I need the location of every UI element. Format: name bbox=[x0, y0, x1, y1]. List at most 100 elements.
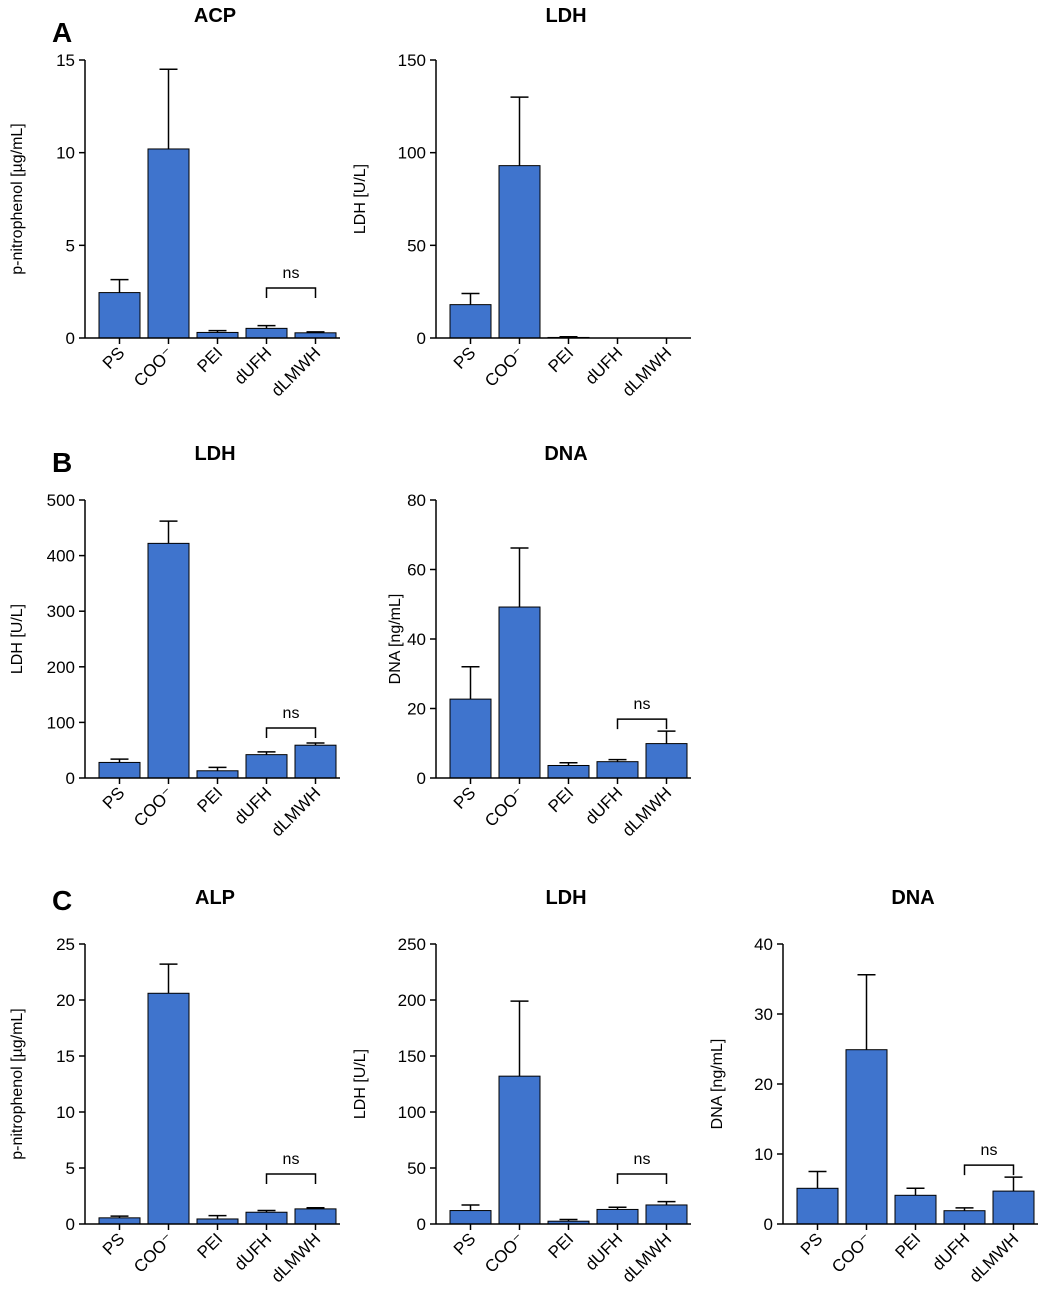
y-axis-label: p-nitrophenol [µg/mL] bbox=[9, 1008, 26, 1160]
category-label: PEI bbox=[545, 343, 578, 376]
bar-4 bbox=[943, 1210, 986, 1225]
y-axis-label: DNA [ng/mL] bbox=[709, 1039, 726, 1130]
bar-3 bbox=[196, 331, 239, 339]
bar-4 bbox=[245, 1211, 288, 1225]
chart-title: ALP bbox=[195, 887, 235, 909]
significance-label: ns bbox=[981, 1142, 998, 1159]
category-label: PEI bbox=[545, 1229, 578, 1262]
significance-bracket bbox=[616, 718, 668, 730]
y-tick-label: 0 bbox=[66, 329, 75, 348]
category-label: dUFH bbox=[230, 343, 275, 388]
bar-2 bbox=[147, 992, 190, 1225]
significance-bracket bbox=[265, 287, 317, 298]
bar-1 bbox=[796, 1187, 839, 1225]
chart-title: LDH bbox=[545, 887, 586, 909]
category-label: dLMWH bbox=[618, 343, 675, 400]
category-label: dUFH bbox=[581, 783, 626, 828]
y-tick-label: 10 bbox=[56, 144, 75, 163]
significance-label: ns bbox=[283, 1151, 300, 1168]
y-tick-label: 40 bbox=[754, 935, 773, 954]
category-label: dLMWH bbox=[965, 1229, 1022, 1286]
y-tick-label: 500 bbox=[47, 491, 75, 510]
y-tick-label: 100 bbox=[47, 713, 75, 732]
bar-1 bbox=[449, 1210, 492, 1225]
category-label: dUFH bbox=[581, 343, 626, 388]
y-tick-label: 0 bbox=[417, 329, 426, 348]
y-tick-label: 150 bbox=[398, 51, 426, 70]
category-label: PS bbox=[99, 1229, 128, 1258]
bar-3 bbox=[196, 770, 239, 779]
y-tick-label: 50 bbox=[407, 1159, 426, 1178]
bar-5 bbox=[294, 744, 337, 779]
bar-5 bbox=[992, 1190, 1035, 1225]
category-label: PS bbox=[99, 343, 128, 372]
bar-2 bbox=[498, 606, 541, 779]
significance-label: ns bbox=[283, 265, 300, 282]
y-axis-label: LDH [U/L] bbox=[9, 604, 26, 674]
bar-2 bbox=[498, 165, 541, 339]
y-tick-label: 300 bbox=[47, 602, 75, 621]
category-label: PS bbox=[450, 783, 479, 812]
chart-title: LDH bbox=[545, 5, 586, 27]
bar-1 bbox=[98, 292, 141, 339]
category-label: PEI bbox=[545, 783, 578, 816]
bar-2 bbox=[147, 148, 190, 339]
y-tick-label: 60 bbox=[407, 561, 426, 580]
y-tick-label: 200 bbox=[47, 658, 75, 677]
category-label: COO⁻ bbox=[130, 1229, 177, 1276]
category-label: dUFH bbox=[230, 783, 275, 828]
chart-title: DNA bbox=[891, 887, 934, 909]
category-label: PEI bbox=[194, 343, 227, 376]
bar-1 bbox=[98, 761, 141, 779]
bar-3 bbox=[547, 764, 590, 779]
bar-1 bbox=[449, 698, 492, 779]
category-label: PS bbox=[450, 1229, 479, 1258]
y-tick-label: 40 bbox=[407, 630, 426, 649]
y-tick-label: 15 bbox=[56, 1047, 75, 1066]
bar-5 bbox=[645, 743, 688, 779]
bar-4 bbox=[596, 761, 639, 779]
bar-4 bbox=[596, 1208, 639, 1225]
y-tick-label: 150 bbox=[398, 1047, 426, 1066]
significance-label: ns bbox=[634, 1151, 651, 1168]
y-tick-label: 250 bbox=[398, 935, 426, 954]
category-label: COO⁻ bbox=[481, 1229, 528, 1276]
y-tick-label: 5 bbox=[66, 1159, 75, 1178]
chart-6: LDH LDH [U/L] 0 50 100 150 200 250 PS COO⁻ PEI dUFH… bbox=[352, 887, 691, 1286]
y-tick-label: 0 bbox=[417, 769, 426, 788]
y-tick-label: 80 bbox=[407, 491, 426, 510]
y-tick-label: 100 bbox=[398, 144, 426, 163]
y-tick-label: 10 bbox=[754, 1145, 773, 1164]
y-axis-label: DNA [ng/mL] bbox=[387, 594, 404, 685]
category-label: COO⁻ bbox=[481, 783, 528, 830]
category-label: COO⁻ bbox=[130, 343, 177, 390]
bar-4 bbox=[245, 754, 288, 779]
y-tick-label: 400 bbox=[47, 547, 75, 566]
chart-4: DNA DNA [ng/mL] 0 20 40 60 80 PS COO⁻ PEI dUFHdLMW… bbox=[387, 443, 691, 840]
bar-1 bbox=[449, 304, 492, 339]
significance-bracket bbox=[963, 1164, 1015, 1176]
y-tick-label: 20 bbox=[56, 991, 75, 1010]
category-label: dUFH bbox=[928, 1229, 973, 1274]
panel-letter-c: C bbox=[52, 885, 72, 916]
y-axis-label: LDH [U/L] bbox=[352, 1049, 369, 1119]
category-label: PS bbox=[450, 343, 479, 372]
significance-bracket bbox=[265, 727, 317, 738]
y-tick-label: 30 bbox=[754, 1005, 773, 1024]
chart-title: LDH bbox=[194, 443, 235, 465]
bar-2 bbox=[845, 1049, 888, 1225]
category-label: PEI bbox=[194, 783, 227, 816]
category-label: COO⁻ bbox=[130, 783, 177, 830]
bar-2 bbox=[147, 542, 190, 779]
category-label: PS bbox=[99, 783, 128, 812]
significance-bracket bbox=[265, 1173, 317, 1184]
bar-4 bbox=[245, 327, 288, 339]
category-label: dLMWH bbox=[267, 783, 324, 840]
bar-3 bbox=[894, 1194, 937, 1225]
y-tick-label: 20 bbox=[407, 700, 426, 719]
y-tick-label: 0 bbox=[66, 769, 75, 788]
y-axis-label: LDH [U/L] bbox=[352, 164, 369, 234]
